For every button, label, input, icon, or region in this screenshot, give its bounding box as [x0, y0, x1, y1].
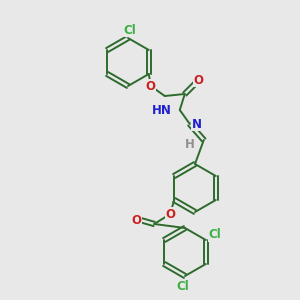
- Text: Cl: Cl: [124, 23, 136, 37]
- Text: O: O: [194, 74, 204, 86]
- Text: Cl: Cl: [209, 229, 221, 242]
- Text: O: O: [131, 214, 141, 226]
- Text: O: O: [165, 208, 175, 220]
- Text: H: H: [185, 139, 195, 152]
- Text: N: N: [192, 118, 202, 130]
- Text: HN: HN: [152, 104, 172, 118]
- Text: O: O: [146, 80, 156, 92]
- Text: Cl: Cl: [177, 280, 189, 292]
